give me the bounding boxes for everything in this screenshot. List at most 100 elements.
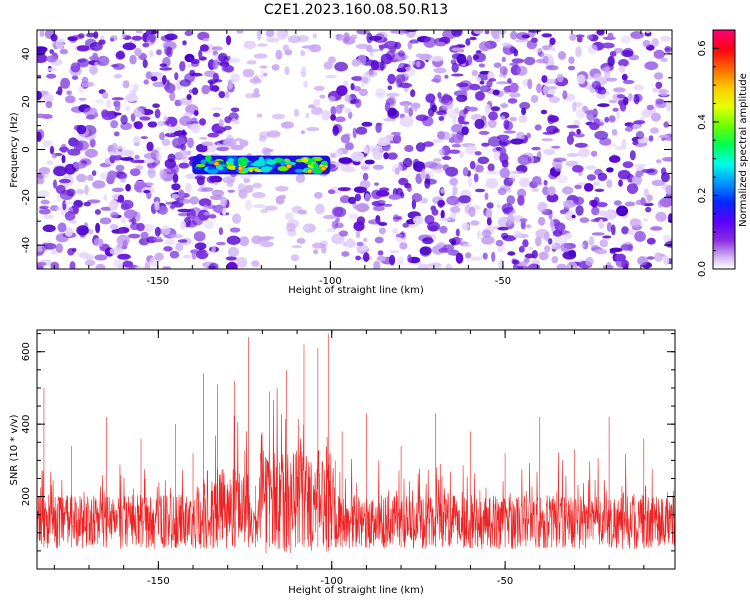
spectrogram-speckle [236, 30, 244, 34]
spectrogram-speckle [593, 181, 601, 186]
spectrogram-speckle [534, 48, 542, 53]
spectrogram-speckle [509, 82, 519, 93]
spectrogram-speckle [164, 132, 178, 138]
spectrogram-speckle [387, 109, 400, 119]
spectrogram-speckle [152, 103, 161, 108]
spectrogram-speckle [599, 137, 612, 146]
spectrogram-y-tick-label: 20 [21, 95, 32, 108]
snr-frame [36, 329, 676, 570]
spectrogram-speckle [356, 216, 366, 225]
spectrogram-speckle [648, 135, 654, 142]
spectrogram-speckle [276, 30, 288, 40]
spectrogram-speckle [95, 99, 105, 104]
spectrogram-speckle [473, 30, 484, 35]
spectrogram-speckle [590, 199, 598, 208]
spectrogram-speckle [335, 35, 345, 41]
band-peak [306, 168, 313, 174]
spectrogram-speckle [149, 50, 154, 58]
spectrogram-speckle [113, 73, 123, 79]
spectrogram-speckle [356, 241, 364, 247]
spectrogram-speckle [37, 262, 47, 266]
spectrogram-speckle [341, 251, 350, 257]
spectrogram-speckle [58, 178, 71, 184]
spectrogram-speckle [321, 109, 331, 121]
spectrogram-speckle [328, 56, 336, 64]
spectrogram-speckle [335, 217, 340, 223]
spectrogram-speckle [204, 220, 214, 230]
spectrogram-speckle [140, 136, 148, 140]
spectrogram-speckle [199, 136, 208, 140]
spectrogram-speckle [432, 138, 443, 143]
spectrogram-x-tick-label: -150 [146, 276, 169, 287]
spectrogram-speckle [167, 123, 172, 135]
spectrogram-speckle [398, 50, 405, 57]
spectrogram-speckle [46, 73, 57, 79]
spectrogram-speckle [553, 157, 567, 163]
band-blob [207, 169, 219, 175]
spectrogram-speckle [419, 246, 431, 257]
spectrogram-speckle [211, 191, 225, 196]
spectrogram-y-axis-label: Frequency (Hz) [9, 112, 20, 188]
spectrogram-speckle [396, 256, 404, 266]
spectrogram-speckle [527, 78, 533, 90]
spectrogram-speckle [64, 227, 73, 237]
spectrogram-speckle [117, 253, 131, 260]
spectrogram-speckle [227, 57, 241, 64]
spectrogram-speckle [359, 180, 371, 189]
spectrogram-speckle [163, 41, 177, 51]
band-peak [285, 163, 292, 169]
spectrogram-speckle [323, 61, 333, 70]
spectrogram-speckle [574, 184, 582, 190]
spectrogram-speckle [227, 246, 240, 258]
spectrogram-speckle [531, 188, 540, 192]
spectrogram-y-ticks: -40 -20 0 20 40 [21, 48, 672, 253]
spectrogram-speckle [462, 167, 469, 177]
spectrogram-speckle [389, 250, 400, 254]
spectrogram-speckle [547, 186, 556, 196]
spectrogram-speckle [463, 108, 469, 115]
spectrogram-speckle [122, 42, 137, 51]
spectrogram-speckle [594, 73, 601, 81]
spectrogram-speckle [251, 192, 266, 199]
spectrogram-speckle [601, 42, 615, 49]
spectrogram-speckle [236, 256, 248, 268]
spectrogram-speckle [339, 230, 348, 237]
spectrogram-speckle [134, 154, 140, 160]
spectrogram-speckle [542, 55, 549, 64]
spectrogram-speckle [49, 145, 55, 155]
spectrogram-speckle [121, 199, 134, 210]
spectrogram-speckle [237, 183, 246, 193]
spectrogram-speckle [551, 145, 561, 149]
spectrogram-speckle [347, 111, 353, 119]
spectrogram-speckle [487, 163, 495, 172]
spectrogram-speckle [425, 93, 436, 103]
spectrogram-speckle [468, 206, 476, 218]
spectrogram-speckle [305, 112, 310, 119]
spectrogram-speckle [602, 235, 612, 239]
spectrogram-speckle [620, 35, 631, 44]
spectrogram-speckle [265, 30, 275, 38]
spectrogram-speckle [39, 205, 49, 210]
spectrogram-speckle [510, 170, 525, 174]
spectrogram-speckle [532, 176, 542, 185]
spectrogram-speckle [110, 211, 119, 219]
spectrogram-speckle [378, 44, 390, 49]
spectrogram-speckle [530, 94, 539, 103]
spectrogram-speckle [367, 145, 381, 152]
spectrogram-speckle [390, 131, 401, 136]
spectrogram-speckle [493, 150, 500, 161]
spectrogram-speckle [378, 222, 388, 226]
spectrogram-speckle [300, 130, 306, 134]
spectrogram-speckle [583, 183, 594, 192]
spectrogram-speckle [366, 32, 373, 44]
snr-panel: -150 -100 -50 200 400 600 Height of straight… [9, 329, 676, 596]
band-blob [301, 157, 309, 163]
spectrogram-speckle [285, 222, 296, 232]
spectrogram-speckle [50, 261, 60, 269]
spectrogram-speckle [574, 142, 588, 148]
spectrogram-speckle [484, 30, 490, 35]
colorbar-frame [712, 29, 736, 270]
spectrogram-speckle [399, 116, 414, 128]
spectrogram-speckle [353, 186, 367, 193]
spectrogram-speckle [185, 182, 192, 194]
